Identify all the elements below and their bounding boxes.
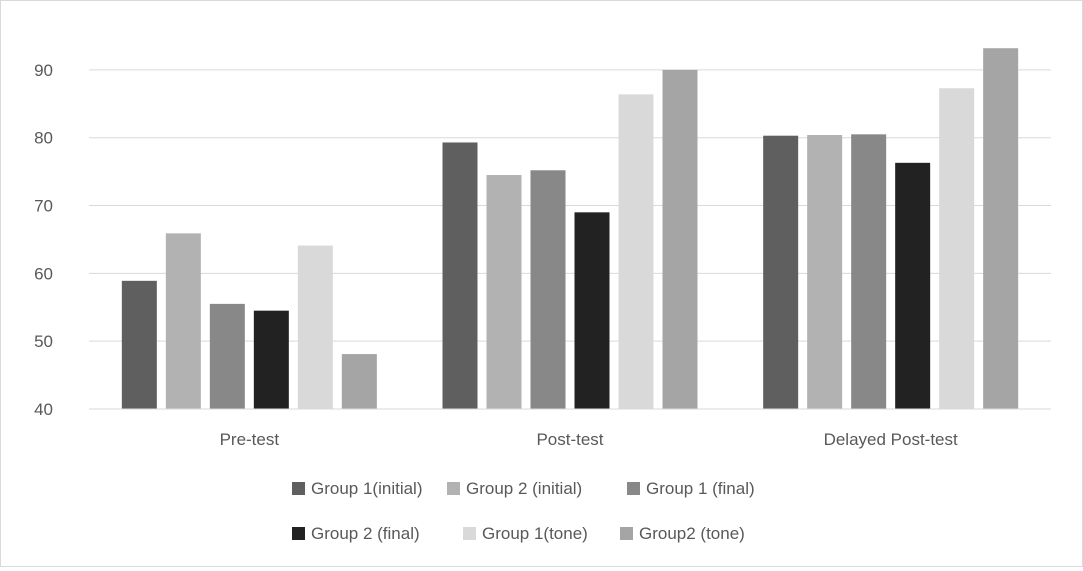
bar-5-delayed-post-test [939, 88, 975, 409]
legend-label: Group 2 (final) [311, 524, 420, 543]
y-axis-tick-labels: 40 50 60 70 80 90 [34, 61, 53, 419]
legend: Group 1(initial) Group 2 (initial) Group 1… [292, 479, 755, 543]
bar-2-post-test [486, 175, 522, 409]
y-tick-label: 80 [34, 129, 53, 148]
bar-2-pre-test [165, 233, 201, 409]
y-tick-label: 90 [34, 61, 53, 80]
bar-6-post-test [662, 69, 698, 409]
bar-3-pre-test [209, 303, 245, 409]
x-category-label: Pre-test [220, 430, 280, 449]
y-tick-label: 60 [34, 264, 53, 283]
bar-1-delayed-post-test [763, 135, 799, 409]
legend-label: Group2 (tone) [639, 524, 745, 543]
bar-3-post-test [530, 170, 566, 409]
bar-2-delayed-post-test [807, 135, 843, 410]
bar-4-post-test [574, 212, 610, 409]
x-category-label: Delayed Post-test [824, 430, 958, 449]
x-axis-category-labels: Pre-test Post-test Delayed Post-test [220, 430, 958, 449]
bar-1-pre-test [121, 280, 157, 409]
legend-swatch [292, 482, 305, 495]
legend-swatch [447, 482, 460, 495]
bar-1-post-test [442, 142, 478, 409]
bar-5-pre-test [297, 245, 333, 409]
bar-6-delayed-post-test [983, 48, 1019, 409]
legend-swatch [292, 527, 305, 540]
y-tick-label: 50 [34, 332, 53, 351]
legend-label: Group 1(initial) [311, 479, 423, 498]
legend-swatch [620, 527, 633, 540]
bar-4-delayed-post-test [895, 162, 931, 409]
bar-3-delayed-post-test [851, 134, 887, 409]
bar-4-pre-test [253, 310, 289, 409]
legend-swatch [463, 527, 476, 540]
legend-label: Group 2 (initial) [466, 479, 582, 498]
bar-5-post-test [618, 94, 654, 409]
legend-swatch [627, 482, 640, 495]
bars [121, 48, 1019, 410]
gridlines [89, 69, 1051, 342]
legend-label: Group 1(tone) [482, 524, 588, 543]
y-tick-label: 40 [34, 400, 53, 419]
legend-label: Group 1 (final) [646, 479, 755, 498]
bar-6-pre-test [341, 354, 377, 409]
x-category-label: Post-test [536, 430, 603, 449]
y-tick-label: 70 [34, 197, 53, 216]
